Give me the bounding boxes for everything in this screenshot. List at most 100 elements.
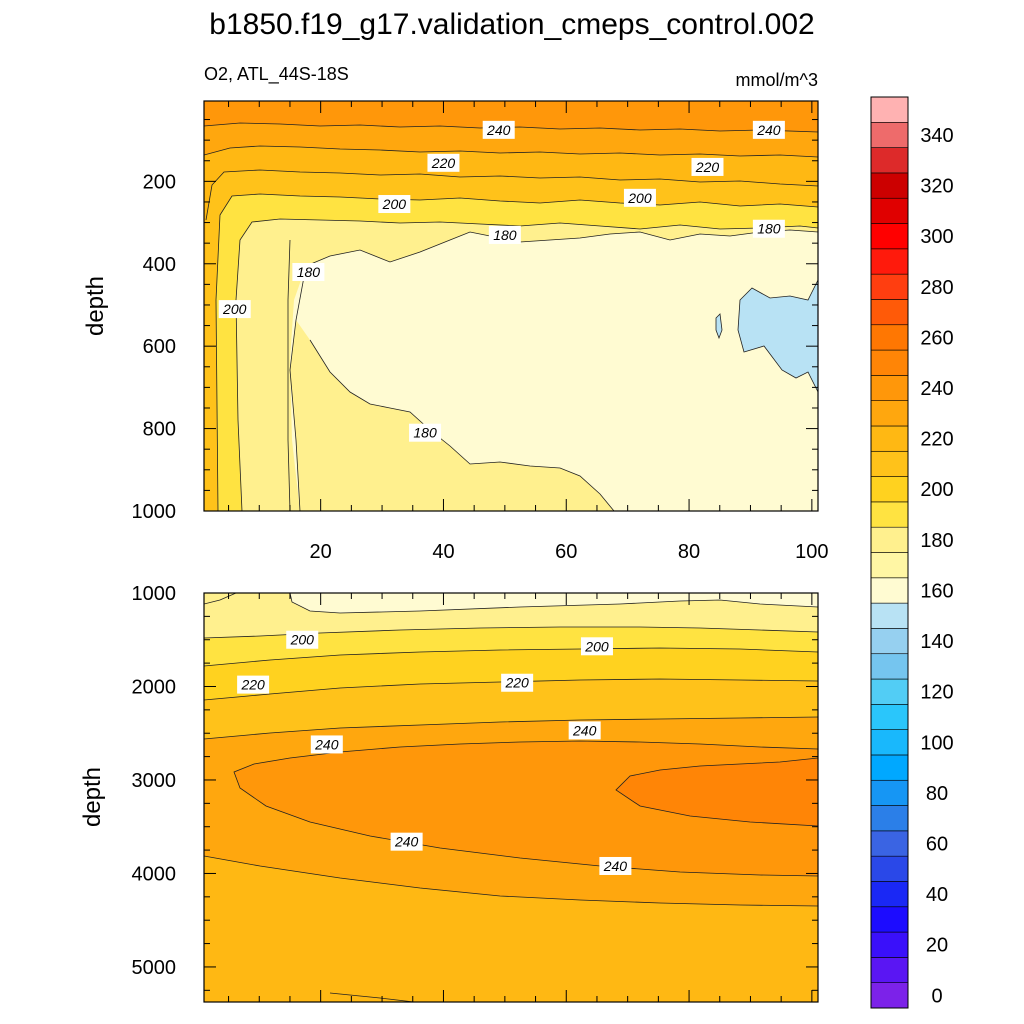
lower-line-180	[289, 593, 818, 614]
colorbar-tick-label: 200	[920, 479, 953, 501]
colorbar-tick-label: 260	[920, 327, 953, 349]
colorbar-swatch	[870, 349, 909, 376]
colorbar-swatch	[870, 476, 909, 503]
contour-label-bg	[218, 300, 251, 319]
lower-frame	[203, 592, 819, 1003]
contour-label-text: 200	[382, 196, 407, 212]
contour-label: 220	[691, 157, 724, 176]
upper-line-170	[737, 279, 818, 393]
colorbar-swatch	[870, 855, 909, 882]
colorbar-frame	[870, 96, 909, 1009]
colorbar-swatch	[870, 830, 909, 857]
contour-label: 180	[292, 263, 325, 282]
lower-line-deep	[329, 992, 415, 1002]
contour-label-text: 220	[504, 675, 529, 691]
contour-label-bg	[409, 423, 442, 442]
lower-line-210	[204, 678, 818, 701]
colorbar-tick-label: 220	[920, 429, 953, 451]
contour-label-bg	[752, 120, 785, 139]
colorbar-swatch	[870, 526, 909, 553]
contour-label: 220	[237, 675, 270, 694]
contour-label-bg	[310, 735, 343, 754]
x-tick-label: 100	[795, 541, 828, 563]
y-tick-label: 2000	[132, 676, 177, 698]
contour-label: 240	[752, 120, 785, 139]
upper-line-220	[205, 169, 818, 221]
upper-panel: 200 400 600 800 1000 20 40 60 80 100 240 240 220 220…	[82, 100, 829, 563]
upper-frame	[203, 100, 819, 512]
colorbar-swatch	[870, 400, 909, 427]
y-tick-label: 600	[143, 336, 176, 358]
y-tick-label: 5000	[132, 957, 177, 979]
colorbar-tick-label: 0	[931, 985, 942, 1007]
colorbar-swatch	[870, 931, 909, 958]
colorbar-swatch	[870, 957, 909, 983]
contour-label-bg	[482, 120, 515, 139]
upper-contour-labels: 240 240 220 220 200 200 200 180 180 180 180	[218, 120, 785, 442]
contour-label-text: 240	[314, 736, 339, 752]
colorbar-swatch	[870, 223, 909, 250]
lower-ticks: 1000 2000 3000 4000 5000	[132, 583, 818, 1002]
contour-label-text: 200	[627, 190, 652, 206]
contour-label: 240	[310, 735, 343, 754]
contour-label: 240	[599, 856, 632, 875]
lower-fill-low-boundary	[204, 856, 818, 1002]
upper-line-170-sliver	[715, 313, 723, 340]
contour-label-text: 200	[584, 638, 609, 654]
contour-label: 220	[427, 153, 460, 172]
contour-label-bg	[623, 188, 656, 207]
contour-label-text: 200	[222, 301, 247, 317]
contour-label-bg	[752, 219, 785, 238]
lower-fill-260	[616, 758, 818, 826]
y-tick-label: 800	[143, 419, 176, 441]
colorbar-tick-label: 320	[920, 176, 953, 198]
upper-line-200	[235, 218, 818, 511]
colorbar-swatch	[870, 602, 909, 629]
upper-notch	[282, 101, 300, 117]
lower-line-230	[204, 855, 818, 907]
contour-label: 200	[218, 300, 251, 319]
upper-line-180-bottom	[309, 339, 615, 511]
colorbar-swatch	[870, 678, 909, 705]
lower-line-240	[233, 740, 818, 877]
lower-contour-fills	[204, 593, 818, 1002]
colorbar-swatch	[870, 881, 909, 908]
contour-label: 200	[580, 637, 613, 656]
y-tick-label: 400	[143, 254, 176, 276]
colorbar-swatch	[870, 805, 909, 832]
contour-label-text: 220	[695, 159, 720, 175]
contour-label-bg	[427, 153, 460, 172]
contour-label-bg	[488, 225, 521, 244]
contour-label-bg	[501, 673, 534, 692]
y-tick-label: 4000	[132, 863, 177, 885]
lower-ylabel: depth	[79, 767, 106, 827]
contour-label: 240	[390, 832, 423, 851]
colorbar-swatch	[870, 147, 909, 174]
colorbar-swatch	[870, 375, 909, 401]
contour-label-text: 180	[493, 227, 517, 243]
y-tick-label: 200	[143, 171, 176, 193]
lower-line-250	[615, 757, 818, 827]
contour-label-text: 200	[290, 632, 315, 648]
upper-fill-190-bottom	[290, 320, 614, 511]
contour-label-bg	[568, 721, 601, 740]
contour-label: 180	[488, 225, 521, 244]
colorbar-swatch	[870, 754, 909, 781]
colorbar-swatch	[870, 273, 909, 300]
lower-fill-200	[204, 627, 818, 666]
colorbar-swatch	[870, 982, 909, 1009]
colorbar-swatch	[870, 122, 909, 148]
contour-label-bg	[580, 637, 613, 656]
colorbar-tick-label: 180	[920, 530, 953, 552]
colorbar-swatch	[870, 450, 909, 477]
colorbar-tick-label: 240	[920, 378, 953, 400]
colorbar-swatch	[870, 653, 909, 680]
y-tick-label: 3000	[132, 770, 177, 792]
x-tick-label: 20	[310, 541, 332, 563]
upper-ylabel: depth	[82, 276, 109, 336]
contour-label: 220	[501, 673, 534, 692]
colorbar-tick-label: 60	[926, 834, 948, 856]
colorbar-tick-label: 20	[926, 935, 948, 957]
contour-label: 180	[752, 219, 785, 238]
